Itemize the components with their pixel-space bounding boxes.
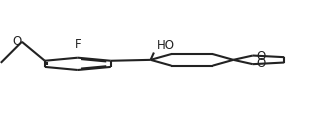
Text: F: F	[74, 38, 81, 51]
Text: O: O	[256, 57, 265, 70]
Text: O: O	[256, 50, 265, 63]
Text: O: O	[13, 35, 22, 48]
Text: HO: HO	[157, 39, 175, 52]
